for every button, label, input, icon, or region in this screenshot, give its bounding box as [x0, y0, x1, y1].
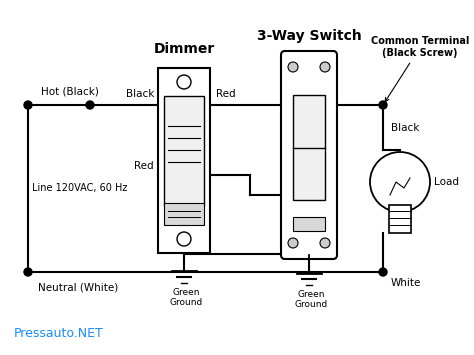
Circle shape [86, 101, 94, 109]
Circle shape [177, 232, 191, 246]
Circle shape [379, 268, 387, 276]
Circle shape [24, 101, 32, 109]
FancyBboxPatch shape [281, 51, 337, 259]
Text: Line 120VAC, 60 Hz: Line 120VAC, 60 Hz [32, 184, 128, 193]
Circle shape [379, 101, 387, 109]
Text: Green
Ground: Green Ground [169, 288, 202, 307]
Text: Red: Red [216, 89, 236, 99]
Circle shape [370, 152, 430, 212]
Text: Pressauto.NET: Pressauto.NET [14, 327, 104, 340]
Bar [293, 95, 325, 200]
Bar [293, 217, 325, 231]
Bar [164, 96, 204, 206]
Text: Green
Ground: Green Ground [294, 290, 328, 310]
Circle shape [24, 268, 32, 276]
Text: 3-Way Switch: 3-Way Switch [256, 29, 361, 43]
Circle shape [320, 62, 330, 72]
Text: Hot (Black): Hot (Black) [41, 87, 99, 97]
Circle shape [288, 62, 298, 72]
Text: Load: Load [434, 177, 459, 187]
Circle shape [177, 75, 191, 89]
Text: Common Terminal
(Black Screw): Common Terminal (Black Screw) [371, 37, 469, 102]
Circle shape [288, 238, 298, 248]
Circle shape [320, 238, 330, 248]
Bar [164, 203, 204, 225]
Text: Neutral (White): Neutral (White) [38, 282, 118, 292]
Text: White: White [391, 278, 421, 288]
Text: Black: Black [126, 89, 154, 99]
Text: Black: Black [391, 123, 419, 133]
Bar [158, 68, 210, 253]
Text: Dimmer: Dimmer [154, 42, 215, 56]
Text: Red: Red [134, 161, 154, 171]
Bar [389, 205, 411, 233]
